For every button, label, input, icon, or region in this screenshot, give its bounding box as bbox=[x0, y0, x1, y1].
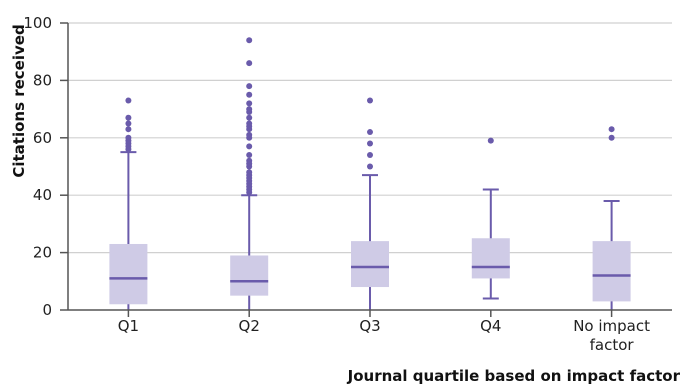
box-group bbox=[471, 137, 510, 300]
y-axis-title: Citations received bbox=[10, 24, 28, 177]
outlier-point bbox=[125, 114, 132, 121]
box-group bbox=[592, 126, 631, 310]
iqr-box bbox=[351, 241, 389, 288]
x-tick-label: factor bbox=[590, 336, 635, 354]
x-tick-label: Q1 bbox=[118, 317, 139, 335]
grid-lines bbox=[68, 22, 672, 254]
outlier-point bbox=[246, 131, 253, 138]
outlier-point bbox=[367, 140, 373, 147]
outlier-point bbox=[246, 100, 253, 107]
outlier-point bbox=[246, 91, 253, 98]
outlier-point bbox=[246, 120, 253, 127]
outlier-point bbox=[246, 114, 253, 121]
outlier-point bbox=[125, 134, 132, 141]
outlier-point bbox=[367, 97, 373, 104]
y-tick-label: 0 bbox=[42, 301, 52, 319]
y-tick-label: 20 bbox=[33, 244, 52, 262]
x-tick-label: Q3 bbox=[359, 317, 380, 335]
iqr-box bbox=[471, 238, 510, 279]
outlier-point bbox=[487, 137, 494, 144]
outlier-point bbox=[608, 126, 615, 133]
outlier-point bbox=[246, 106, 253, 113]
axes bbox=[60, 22, 672, 317]
outlier-point bbox=[125, 126, 132, 133]
outlier-point bbox=[246, 152, 253, 159]
outlier-point bbox=[608, 134, 615, 141]
outlier-point bbox=[125, 120, 132, 127]
box-group bbox=[109, 97, 148, 310]
x-tick-label: Q2 bbox=[239, 317, 260, 335]
y-tick-label: 80 bbox=[33, 71, 52, 89]
x-tick-label: Q4 bbox=[480, 317, 501, 335]
outlier-point bbox=[246, 37, 253, 44]
outlier-point bbox=[125, 97, 132, 104]
x-tick-label: No impact bbox=[573, 317, 650, 335]
iqr-box bbox=[109, 243, 148, 305]
box-group bbox=[230, 37, 269, 310]
box-group bbox=[351, 97, 389, 310]
outlier-point bbox=[246, 83, 253, 90]
x-axis-title: Journal quartile based on impact factor bbox=[347, 367, 681, 385]
y-tick-label: 40 bbox=[33, 186, 52, 204]
y-tick-label: 100 bbox=[23, 14, 52, 32]
box-series bbox=[109, 37, 631, 310]
outlier-point bbox=[246, 143, 253, 150]
outlier-point bbox=[246, 157, 253, 164]
y-tick-labels: 0 20 40 60 80 100 bbox=[23, 14, 52, 319]
outlier-point bbox=[246, 60, 253, 67]
outlier-point bbox=[246, 169, 253, 176]
iqr-box bbox=[230, 255, 269, 296]
outlier-point bbox=[367, 163, 373, 170]
outlier-point bbox=[367, 152, 373, 159]
iqr-box bbox=[592, 241, 631, 302]
y-tick-label: 60 bbox=[33, 129, 52, 147]
outlier-point bbox=[367, 129, 373, 136]
